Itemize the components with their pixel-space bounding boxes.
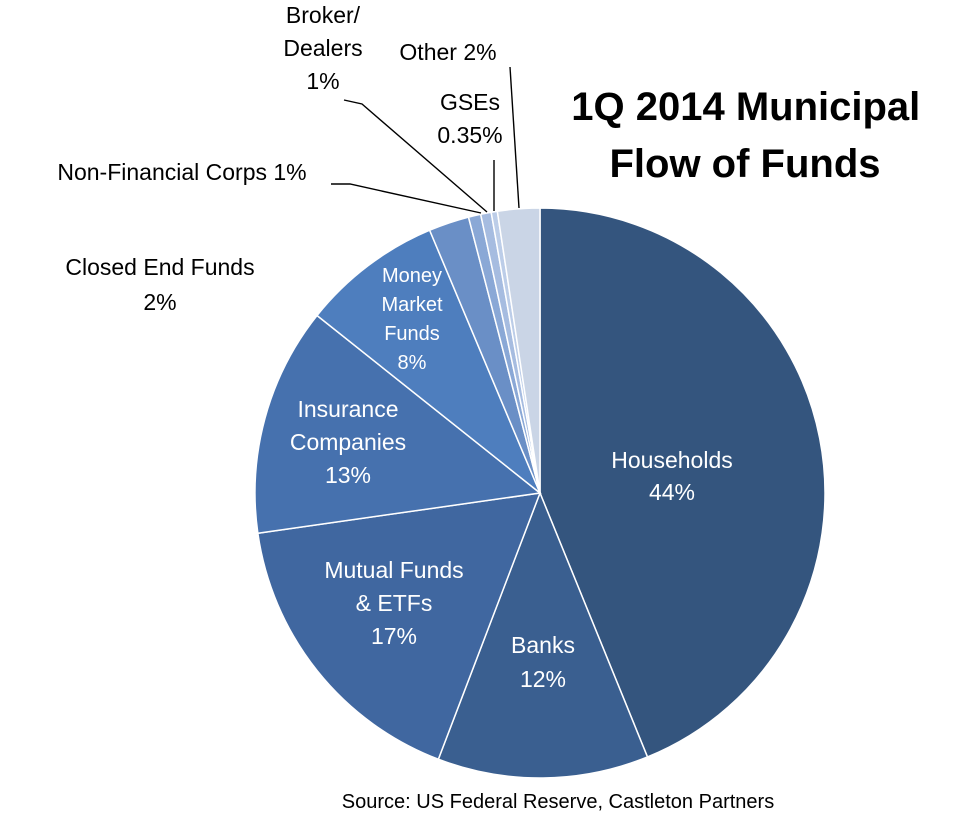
slice-label-line: Market — [381, 294, 443, 316]
slice-label-line: Insurance — [297, 396, 398, 422]
slice-label-other: Other 2% — [399, 39, 496, 65]
slice-label-line: Other 2% — [399, 39, 496, 65]
slice-label-mutual-funds: Mutual Funds & ETFs 17% — [324, 557, 463, 649]
slice-label-line: Non-Financial Corps 1% — [57, 159, 306, 185]
leader-line-broker-dealers — [343, 99, 488, 213]
leader-lines — [331, 66, 520, 214]
leader-line-other — [509, 66, 520, 209]
pie-slice-insurance — [254, 314, 542, 535]
slice-label-households: Households 44% — [611, 447, 732, 505]
slice-label-line: 0.35% — [437, 122, 502, 148]
pie-slice-mutual-funds — [257, 492, 542, 761]
slice-label-line: 17% — [371, 623, 417, 649]
chart-title-line-1: 1Q 2014 Municipal — [571, 85, 920, 129]
slice-label-banks: Banks 12% — [511, 632, 575, 692]
slice-label-line: Money — [382, 265, 442, 287]
slice-label-line: GSEs — [440, 89, 500, 115]
slice-label-line: 44% — [649, 479, 695, 505]
pie-slice-households — [539, 207, 826, 758]
slice-label-line: 2% — [143, 289, 176, 315]
slice-label-line: Households — [611, 447, 732, 473]
chart-title: 1Q 2014 Municipal Flow of Funds — [571, 85, 924, 186]
chart-title-line-2: Flow of Funds — [609, 142, 880, 186]
slice-label-line: Companies — [290, 429, 406, 455]
slice-label-line: Mutual Funds — [324, 557, 463, 583]
slice-label-line: 13% — [325, 462, 371, 488]
slice-label-line: Banks — [511, 632, 575, 658]
pie-slice-money-market — [315, 229, 541, 494]
slice-label-line: Dealers — [283, 35, 362, 61]
slice-label-closed-end: Closed End Funds 2% — [65, 254, 254, 315]
slice-label-line: Closed End Funds — [65, 254, 254, 280]
source-note: Source: US Federal Reserve, Castleton Pa… — [342, 791, 774, 813]
slice-labels: Households 44% Banks 12% Mutual Funds & ETFs 1… — [57, 2, 732, 692]
slice-label-money-market: Money Market Funds 8% — [381, 265, 443, 374]
slice-label-line: Funds — [384, 323, 440, 345]
pie-slices — [254, 207, 826, 779]
slice-label-line: 8% — [398, 352, 427, 374]
slice-label-line: Broker/ — [286, 2, 361, 28]
slice-label-line: 1% — [306, 68, 339, 94]
pie-slice-other — [496, 207, 541, 494]
slice-label-non-financial: Non-Financial Corps 1% — [57, 159, 306, 185]
slice-label-gses: GSEs 0.35% — [437, 89, 502, 148]
slice-label-insurance: Insurance Companies 13% — [290, 396, 406, 488]
slice-label-line: & ETFs — [356, 590, 433, 616]
leader-line-non-financial — [331, 183, 482, 214]
pie-slice-banks — [437, 490, 649, 779]
slice-label-line: 12% — [520, 666, 566, 692]
slice-label-broker-dealers: Broker/Dealers 1% — [283, 2, 362, 94]
